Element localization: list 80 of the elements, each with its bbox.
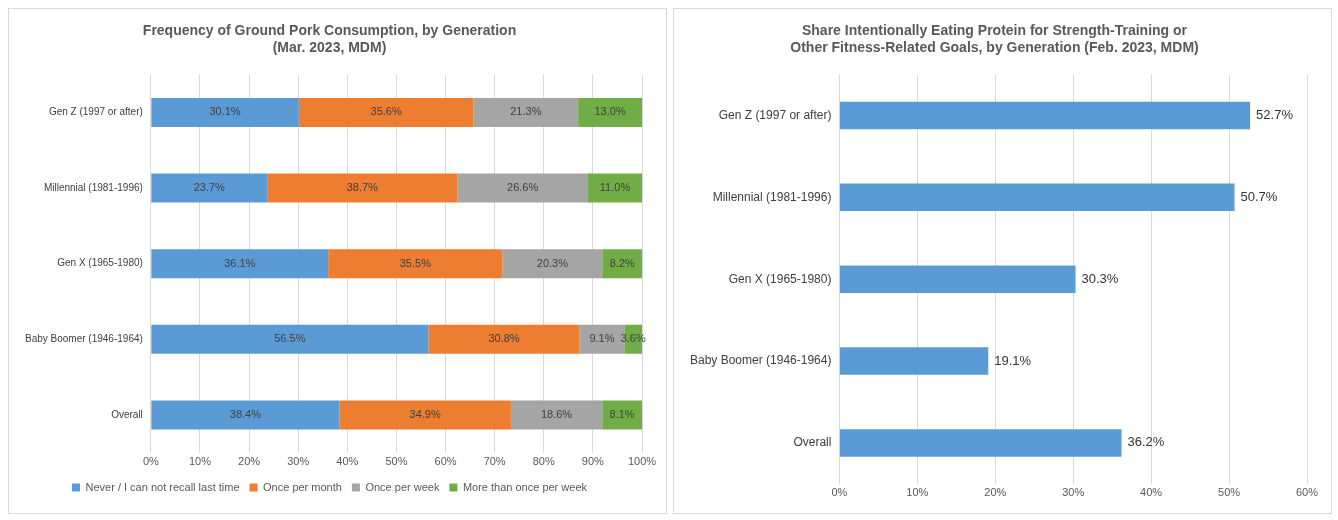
x-tick-label: 30% (1062, 486, 1085, 499)
data-label: 52.7% (1256, 107, 1294, 123)
x-tick-label: 0% (142, 455, 160, 468)
y-tick-label: Gen Z (1997 or after) (48, 106, 143, 118)
x-tick-label: 50% (385, 455, 408, 468)
bar (339, 400, 511, 430)
y-tick-label: Overall (793, 435, 832, 450)
x-tick-label: 50% (1218, 486, 1241, 499)
x-tick-label: 10% (906, 486, 929, 499)
data-label: 13.0% (594, 105, 626, 118)
chart-title: Share Intentionally Eating Protein for Strength-Training or Other Fitness-Related Goals, by Generation (Feb. 2023, MDM) (790, 22, 1199, 56)
data-label: 19.1% (994, 352, 1032, 368)
x-tick-label: 20% (984, 486, 1007, 499)
x-tick-label: 40% (336, 455, 359, 468)
legend-label: Once per month (263, 480, 342, 493)
data-label: 23.7% (193, 181, 226, 194)
bar (151, 249, 329, 279)
bar (839, 347, 989, 375)
y-tick-label: Baby Boomer (1946-1964) (24, 333, 143, 345)
bar (839, 265, 1076, 293)
x-tick-label: 40% (1140, 486, 1163, 499)
data-label: 30.8% (488, 332, 520, 345)
data-label: 50.7% (1240, 188, 1278, 204)
data-label: 20.3% (536, 256, 569, 269)
x-tick-label: 30% (287, 455, 310, 468)
bar (151, 97, 299, 127)
x-tick-label: 90% (581, 455, 605, 468)
x-tick-label: 0% (831, 486, 848, 499)
bar (839, 101, 1251, 130)
bar (510, 400, 603, 430)
data-label: 30.3% (1081, 270, 1119, 286)
y-tick-label: Millennial (1981-1996) (43, 181, 143, 193)
data-label: 35.6% (370, 105, 402, 118)
data-label: 36.1% (224, 256, 256, 269)
data-label: 30.1% (209, 105, 241, 118)
data-label: 18.6% (540, 408, 573, 421)
data-label: 38.4% (229, 408, 262, 421)
x-tick-label: 60% (434, 455, 457, 468)
chart-title: Frequency of Ground Pork Consumption, by Generation (Mar. 2023, MDM) (142, 22, 517, 56)
bar (502, 249, 603, 279)
data-label: 36.2% (1127, 434, 1165, 450)
bar (151, 324, 429, 354)
y-tick-label: Millennial (1981-1996) (712, 189, 832, 204)
bar (578, 97, 642, 127)
bar (267, 173, 458, 203)
legend-label: More than once per week (462, 480, 588, 493)
data-label: 26.6% (507, 181, 539, 194)
bar (457, 173, 588, 203)
bar (151, 400, 340, 430)
data-label: 8.1% (609, 408, 635, 421)
bar (428, 324, 580, 354)
data-label: 8.2% (609, 256, 636, 269)
legend-label: Never / I can not recall last time (85, 480, 240, 493)
data-label: 9.1% (589, 332, 615, 345)
x-tick-label: 10% (188, 455, 212, 468)
bar (839, 429, 1122, 457)
bar (298, 97, 474, 127)
y-tick-label: Gen X (1965-1980) (57, 257, 143, 269)
x-tick-label: 100% (627, 455, 657, 468)
data-label: 38.7% (346, 181, 379, 194)
bar (473, 97, 579, 127)
x-tick-label: 60% (1295, 486, 1319, 499)
bar (839, 183, 1235, 212)
y-tick-label: Gen Z (1997 or after) (718, 107, 832, 122)
x-tick-label: 70% (483, 455, 506, 468)
bar (602, 400, 642, 430)
bar (587, 173, 642, 203)
data-label: 21.3% (510, 105, 542, 118)
data-label: 35.5% (399, 256, 432, 269)
legend-label: Once per week (365, 480, 440, 493)
data-label: 11.0% (599, 181, 631, 194)
y-tick-label: Gen X (1965-1980) (728, 271, 832, 286)
bar (328, 249, 503, 279)
x-tick-label: 20% (238, 455, 261, 468)
y-tick-label: Overall (111, 408, 143, 420)
data-label: 56.5% (274, 332, 306, 345)
y-tick-label: Baby Boomer (1946-1964) (689, 353, 832, 368)
bar (151, 173, 268, 203)
data-label: 34.9% (409, 408, 441, 421)
x-tick-label: 80% (532, 455, 555, 468)
